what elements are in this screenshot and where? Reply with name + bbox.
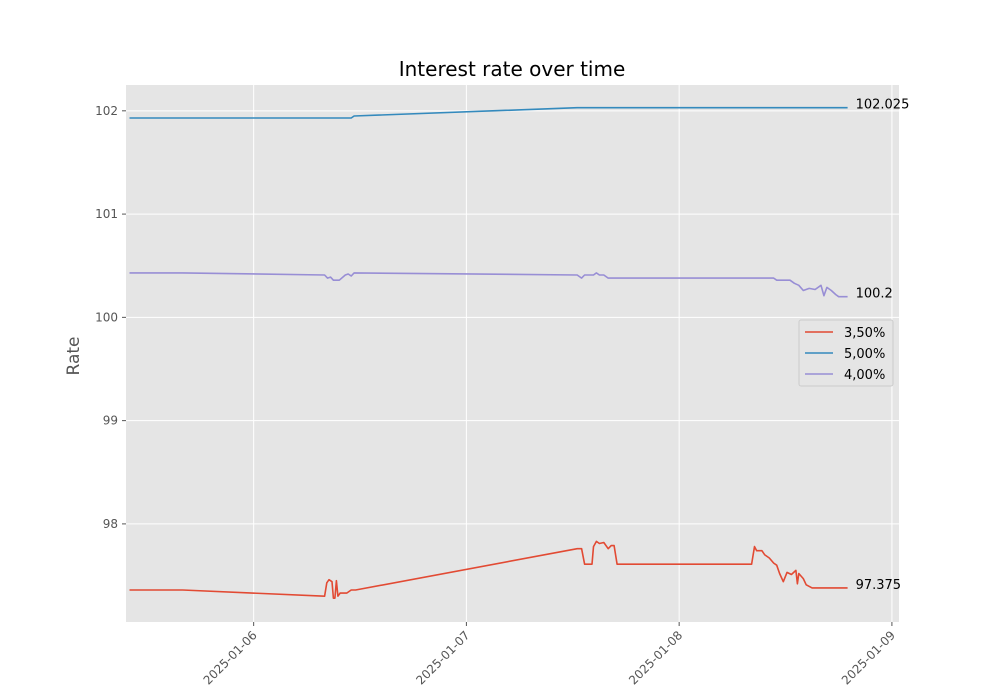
end-label: 97.375 bbox=[856, 578, 902, 593]
y-tick-label: 101 bbox=[95, 207, 118, 221]
end-label: 102.025 bbox=[856, 98, 910, 113]
x-tick-label: 2025-01-09 bbox=[839, 628, 898, 687]
legend-label: 3,50% bbox=[844, 326, 885, 341]
legend-frame bbox=[798, 319, 894, 387]
x-axis-ticks: 2025-01-06 2025-01-07 2025-01-08 2025-01-09 bbox=[201, 622, 898, 687]
y-tick-label: 99 bbox=[103, 414, 118, 428]
legend-label: 4,00% bbox=[844, 368, 885, 383]
end-label: 100.2 bbox=[856, 287, 893, 302]
x-tick-label: 2025-01-08 bbox=[626, 628, 685, 687]
legend-label: 5,00% bbox=[844, 347, 885, 362]
y-tick-label: 102 bbox=[95, 104, 118, 118]
x-tick-label: 2025-01-07 bbox=[413, 628, 472, 687]
series-layer bbox=[129, 106, 848, 599]
x-tick-label: 2025-01-06 bbox=[201, 628, 260, 687]
series-line-1 bbox=[129, 540, 848, 599]
y-axis-ticks: 98 99 100 101 102 bbox=[95, 104, 126, 531]
series-line-3 bbox=[129, 272, 848, 298]
legend: 3,50% 5,00% 4,00% bbox=[798, 319, 894, 387]
y-tick-label: 100 bbox=[95, 310, 118, 324]
series-line-2 bbox=[129, 106, 848, 119]
chart-title: Interest rate over time bbox=[399, 57, 626, 81]
plot-area bbox=[126, 85, 899, 622]
end-labels: 97.375 102.025 100.2 bbox=[856, 98, 910, 593]
y-axis-label: Rate bbox=[64, 337, 84, 376]
y-tick-label: 98 bbox=[103, 517, 118, 531]
